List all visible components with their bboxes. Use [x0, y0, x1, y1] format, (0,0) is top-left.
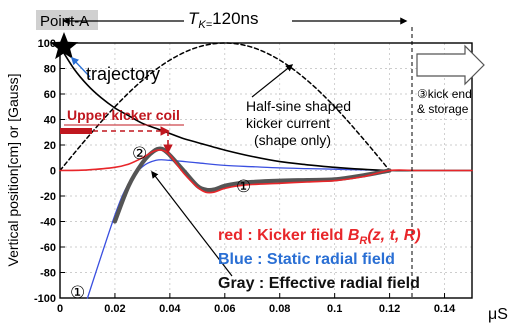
- period-label-bg: [184, 6, 292, 28]
- half-sine-pointer: [251, 64, 294, 98]
- half-sine-label: Half-sine shaped kicker current (shape o…: [246, 98, 355, 148]
- legend-red-sub: R: [359, 235, 367, 247]
- y-tick-label: -40: [40, 217, 56, 229]
- kick-end-line-1: ③kick end: [417, 87, 472, 101]
- x-tick-label: 0.12: [379, 303, 400, 315]
- x-axis-title: μS: [488, 306, 508, 323]
- x-tick-label: 0: [57, 303, 63, 315]
- legend-red-suffix: (z, t, R): [367, 227, 420, 244]
- kick-end-arrow-icon: [416, 44, 485, 86]
- circle-one-label-mid: ①: [236, 177, 251, 197]
- y-tick-label: -100: [34, 293, 56, 305]
- legend-red-math: B: [348, 227, 360, 244]
- y-tick-label: 60: [44, 89, 56, 101]
- kicker-current-line: [59, 42, 391, 172]
- y-axis-ticks: -100 -80 -60 -40 -20 0 20 40 60 80 100: [34, 38, 65, 305]
- circle-two-label: ②: [132, 144, 147, 164]
- start-star-icon: [49, 32, 79, 60]
- x-tick-label: 0.14: [434, 303, 456, 315]
- trajectory-label: trajectory: [86, 64, 160, 84]
- y-tick-label: 0: [50, 166, 56, 178]
- kicker-field-line: [59, 149, 473, 194]
- upper-coil-label: Upper kicker coil: [67, 107, 180, 123]
- period-label-sub: K=: [198, 19, 212, 31]
- circle-one-label-bottom: ①: [70, 283, 85, 303]
- period-label-value: 120ns: [212, 9, 258, 28]
- y-tick-label: 40: [44, 115, 56, 127]
- x-axis-ticks: 0 0.02 0.04 0.06 0.08 0.1 0.12 0.14: [57, 293, 456, 315]
- y-tick-label: 20: [44, 140, 56, 152]
- legend-red-prefix: red : Kicker field: [218, 227, 348, 244]
- y-tick-label: -60: [40, 242, 56, 254]
- kick-end-label: ③kick end & storage: [417, 87, 475, 116]
- half-sine-line-3: (shape only): [254, 132, 331, 148]
- y-tick-label: 80: [44, 64, 56, 76]
- x-tick-label: 0.08: [269, 303, 290, 315]
- x-tick-label: 0.02: [104, 303, 125, 315]
- y-tick-label: -20: [40, 191, 56, 203]
- period-label: TK=120ns: [188, 9, 258, 31]
- legend-red: red : Kicker field BR(z, t, R): [218, 227, 421, 247]
- y-tick-label: -80: [40, 268, 56, 280]
- trajectory-pointer: [70, 56, 91, 78]
- x-tick-label: 0.06: [214, 303, 235, 315]
- x-tick-label: 0.04: [159, 303, 181, 315]
- kick-end-line-2: & storage: [417, 102, 469, 116]
- x-tick-label: 0.1: [327, 303, 342, 315]
- series-layer: [59, 42, 473, 299]
- y-tick-label: 100: [38, 38, 56, 50]
- half-sine-line-1: Half-sine shaped: [246, 98, 351, 114]
- legend-blue: Blue : Static radial field: [218, 251, 395, 268]
- period-label-symbol: T: [188, 9, 200, 28]
- legend-gray: Gray : Effective radial field: [218, 275, 420, 292]
- upper-coil-bar: [60, 128, 92, 134]
- half-sine-line-2: kicker current: [246, 115, 330, 131]
- gray-pointer: [151, 170, 233, 277]
- y-axis-title: Vertical position[cm] or [Gauss]: [5, 74, 21, 267]
